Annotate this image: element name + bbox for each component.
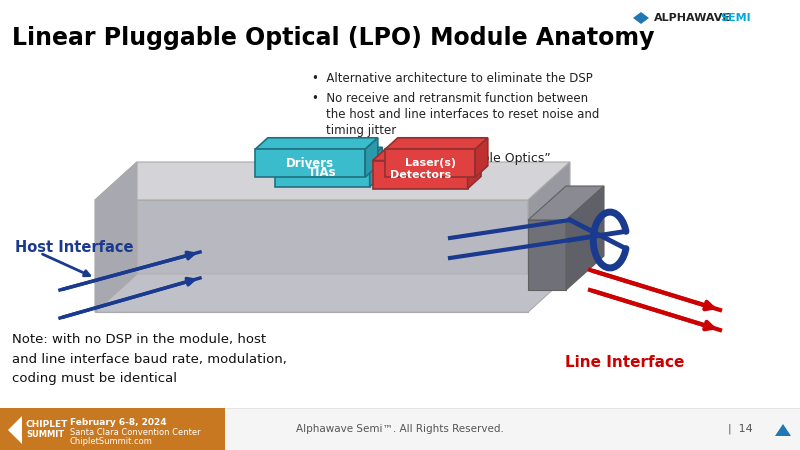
Polygon shape (775, 424, 791, 436)
Text: CHIPLET: CHIPLET (26, 420, 68, 429)
Polygon shape (386, 138, 488, 149)
Text: SUMMIT: SUMMIT (26, 430, 64, 439)
Text: •  No receive and retransmit function between: • No receive and retransmit function bet… (312, 92, 588, 105)
Text: ALPHAWAVE: ALPHAWAVE (654, 13, 731, 23)
Text: timing jitter: timing jitter (326, 124, 396, 137)
Text: Detectors: Detectors (390, 170, 450, 180)
Polygon shape (95, 162, 137, 312)
Text: •  Alternative architecture to eliminate the DSP: • Alternative architecture to eliminate … (312, 72, 593, 85)
Text: the host and line interfaces to reset noise and: the host and line interfaces to reset no… (326, 108, 599, 121)
Polygon shape (370, 147, 382, 187)
Polygon shape (528, 220, 566, 290)
Polygon shape (467, 148, 481, 189)
Polygon shape (95, 274, 570, 312)
Text: Alphawave Semi™. All Rights Reserved.: Alphawave Semi™. All Rights Reserved. (296, 424, 504, 434)
Text: Host Interface: Host Interface (15, 240, 134, 256)
Text: February 6-8, 2024: February 6-8, 2024 (70, 418, 166, 427)
Polygon shape (528, 162, 570, 312)
Text: |  14: | 14 (728, 424, 752, 434)
Text: Linear Pluggable Optical (LPO) Module Anatomy: Linear Pluggable Optical (LPO) Module An… (12, 26, 654, 50)
Bar (0, 408, 225, 450)
Polygon shape (566, 186, 604, 290)
Text: Drivers: Drivers (286, 157, 334, 170)
Polygon shape (386, 149, 475, 177)
Polygon shape (633, 12, 649, 24)
Text: Line Interface: Line Interface (565, 355, 684, 370)
Polygon shape (255, 138, 378, 149)
Polygon shape (365, 138, 378, 177)
Text: TIAs: TIAs (308, 166, 337, 179)
Polygon shape (8, 416, 22, 444)
Polygon shape (274, 147, 382, 159)
Polygon shape (528, 186, 604, 220)
Polygon shape (475, 138, 488, 177)
Polygon shape (373, 148, 481, 161)
Text: ⇒ “: ⇒ “ (370, 152, 391, 165)
Polygon shape (95, 200, 528, 312)
Text: SEMI: SEMI (720, 13, 750, 23)
Text: Laser(s): Laser(s) (405, 158, 456, 168)
Polygon shape (95, 162, 570, 200)
Text: Note: with no DSP in the module, host
and line interface baud rate, modulation,
: Note: with no DSP in the module, host an… (12, 333, 287, 385)
Text: Pluggable Optics”: Pluggable Optics” (435, 152, 550, 165)
Text: ChipletSummit.com: ChipletSummit.com (70, 437, 153, 446)
Text: Linear: Linear (397, 152, 441, 165)
Text: Santa Clara Convention Center: Santa Clara Convention Center (70, 428, 201, 437)
Polygon shape (373, 161, 467, 189)
Polygon shape (255, 149, 365, 177)
Polygon shape (274, 159, 370, 187)
Bar (0, 408, 800, 450)
